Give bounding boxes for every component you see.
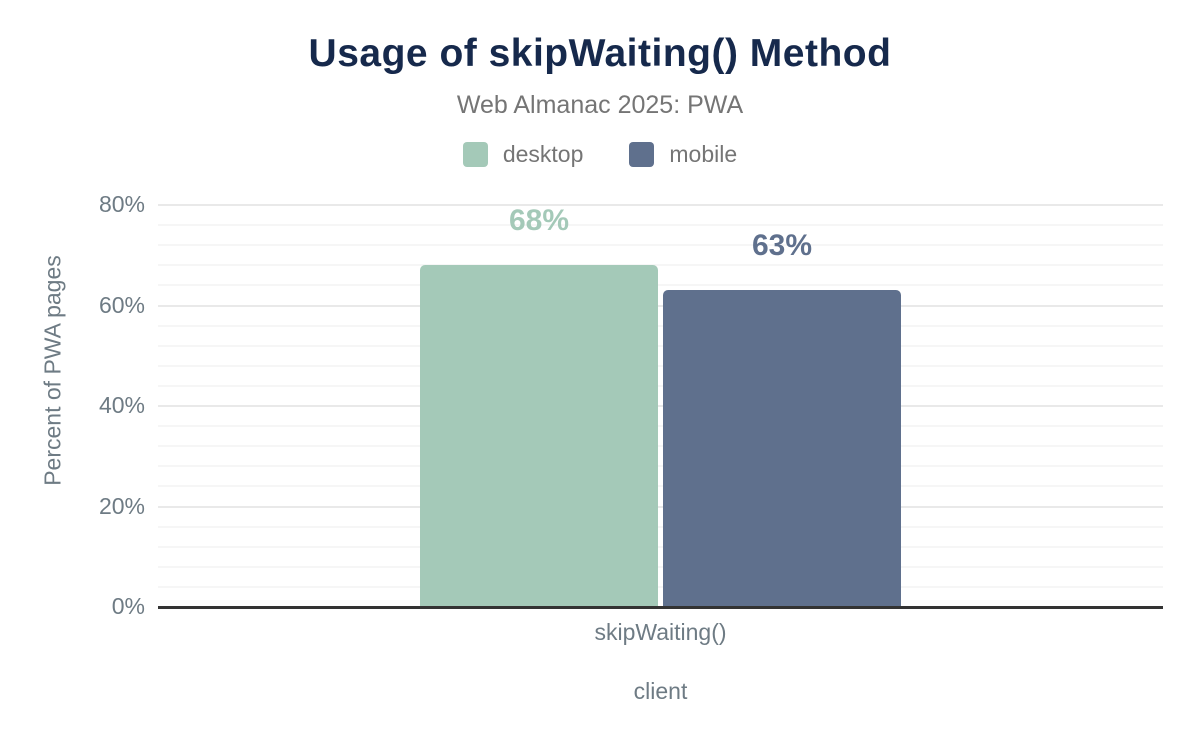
y-axis-title: Percent of PWA pages [39,255,66,486]
y-tick-label: 20% [98,492,145,519]
minor-gridline [158,445,1163,448]
minor-gridline [158,465,1163,468]
chart-title: Usage of skipWaiting() Method [308,32,892,75]
minor-gridline [158,525,1163,528]
minor-gridline [158,284,1163,287]
bar-value-label-mobile: 63% [751,229,813,263]
minor-gridline [158,324,1163,327]
major-gridline [158,505,1163,508]
legend-item-desktop: desktop [462,141,584,168]
legend-label: desktop [502,141,584,167]
x-axis-baseline [158,606,1163,609]
minor-gridline [158,364,1163,367]
x-tick-label: skipWaiting() [594,619,727,645]
major-gridline [158,204,1163,206]
minor-gridline [158,384,1163,387]
minor-gridline [158,565,1163,568]
legend-item-mobile: mobile [629,141,737,168]
chart-subtitle: Web Almanac 2025: PWA [456,91,744,119]
y-tick-label: 60% [98,291,145,318]
legend: desktop mobile [0,141,1200,168]
legend-swatch-mobile [629,142,655,167]
bar-value-label-desktop: 68% [508,204,570,238]
minor-gridline [158,585,1163,588]
bar-mobile [663,290,901,607]
minor-gridline [158,224,1163,227]
minor-gridline [158,244,1163,247]
y-tick-label: 40% [98,392,145,418]
minor-gridline [158,264,1163,267]
minor-gridline [158,344,1163,347]
x-axis-title: client [633,678,688,704]
major-gridline [158,304,1163,307]
major-gridline [158,405,1163,407]
y-tick-label: 80% [98,191,145,217]
legend-swatch-desktop [462,142,488,167]
minor-gridline [158,545,1163,548]
bar-desktop [420,265,658,607]
minor-gridline [158,485,1163,488]
legend-label: mobile [669,141,738,167]
y-tick-label: 0% [111,593,145,619]
minor-gridline [158,425,1163,428]
plot-area: 68% 63% [158,180,1163,609]
